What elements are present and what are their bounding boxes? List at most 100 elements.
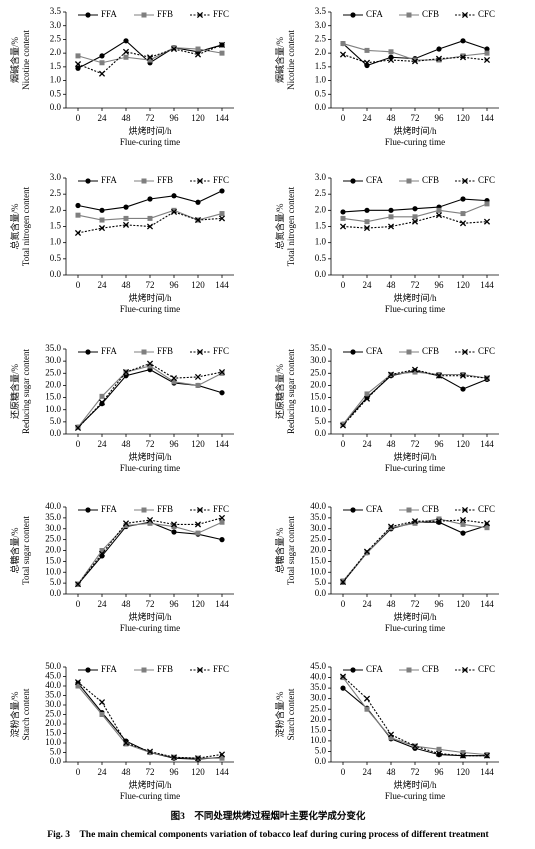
legend-label: CFA [366,175,383,185]
legend-marker [406,178,412,184]
marker [459,372,467,379]
x-tick-label: 72 [411,599,420,609]
y-tick-label: 30.0 [45,355,61,365]
marker [459,220,467,227]
y-tick-label: 0.5 [50,253,62,263]
y-tick-label: 35.0 [45,512,61,522]
x-tick-label: 24 [363,113,373,123]
y-tick-label: 0.0 [315,269,327,279]
x-tick-label: 72 [146,280,155,290]
marker [122,739,130,747]
marker [411,218,419,225]
x-tick-label: 48 [122,439,132,449]
y-tick-label: 15.0 [45,728,61,738]
x-tick-label: 96 [170,599,180,609]
marker [388,525,394,531]
legend-label: FFB [157,346,173,356]
legend-marker [85,507,91,513]
x-axis-title-en: Flue-curing time [385,791,445,801]
y-tick-label: 3.5 [315,6,327,16]
y-tick-label: 1.5 [50,61,62,71]
legend-marker [461,506,469,514]
x-tick-label: 0 [76,599,81,609]
marker [146,360,154,367]
marker [436,207,442,213]
x-tick-label: 24 [363,599,373,609]
y-tick-label: 1.5 [315,221,327,231]
marker [147,750,153,755]
marker [435,372,443,379]
legend-marker [196,506,204,514]
x-axis-title-en: Flue-curing time [385,304,445,314]
legend-label: CFB [422,664,439,674]
marker [484,201,490,207]
marker [170,375,178,382]
marker [123,741,129,747]
x-tick-label: 144 [480,767,494,777]
x-axis-title-en: Flue-curing time [385,137,445,147]
marker [194,216,202,224]
marker [194,51,202,58]
x-tick-label: 24 [98,280,108,290]
x-tick-label: 96 [435,280,445,290]
y-axis-title: 总糖含量/% [9,527,20,574]
x-tick-label: 120 [456,599,470,609]
y-axis-title-en: Total sugar content [286,516,296,585]
marker [483,375,491,382]
x-tick-label: 144 [480,113,494,123]
marker [122,48,130,55]
marker [75,65,81,71]
marker [99,393,105,399]
marker [171,45,177,51]
legend-label: FFA [101,9,117,19]
x-axis-title: 烘烤时间/h [393,451,437,462]
y-tick-label: 5.0 [315,416,327,426]
x-tick-label: 0 [341,599,346,609]
x-tick-label: 48 [387,439,397,449]
y-axis-title: 烟碱含量/% [9,36,20,83]
x-tick-label: 48 [387,113,397,123]
marker [459,516,467,524]
legend-marker [350,507,356,513]
y-tick-label: 30.0 [310,693,326,703]
x-tick-label: 144 [215,113,229,123]
marker [412,369,418,375]
marker [339,673,347,680]
x-tick-label: 72 [411,439,420,449]
y-tick-label: 0.0 [315,102,327,112]
marker [123,215,129,221]
caption-cn: 图3 不同处理烘烤过程烟叶主要化学成分变化 [171,810,366,822]
x-tick-label: 24 [98,599,108,609]
x-tick-label: 0 [76,767,81,777]
legend-marker [196,666,204,674]
marker [194,755,202,762]
legend-label: CFB [422,175,439,185]
marker [411,366,419,373]
y-tick-label: 2.0 [315,204,327,214]
marker [387,523,395,530]
x-axis-title-en: Flue-curing time [385,463,445,473]
x-tick-label: 96 [170,767,180,777]
legend-marker [141,507,147,513]
marker [460,750,466,755]
x-tick-label: 144 [215,599,229,609]
x-tick-label: 120 [191,767,205,777]
marker [411,58,419,65]
x-axis-title-en: Flue-curing time [120,463,180,473]
y-tick-label: 1.5 [315,61,327,71]
marker [171,529,177,535]
x-axis-title-en: Flue-curing time [120,137,180,147]
marker [171,379,177,385]
y-tick-label: 0.0 [50,269,62,279]
y-tick-label: 35.0 [45,343,61,353]
y-tick-label: 0.0 [315,428,327,438]
marker [436,372,442,377]
marker [435,518,443,525]
legend-label: CFC [478,664,495,674]
x-tick-label: 120 [191,280,205,290]
legend-label: CFB [422,346,439,356]
y-tick-label: 25.0 [310,534,326,544]
y-tick-label: 35.0 [310,682,326,692]
x-tick-label: 48 [122,599,132,609]
